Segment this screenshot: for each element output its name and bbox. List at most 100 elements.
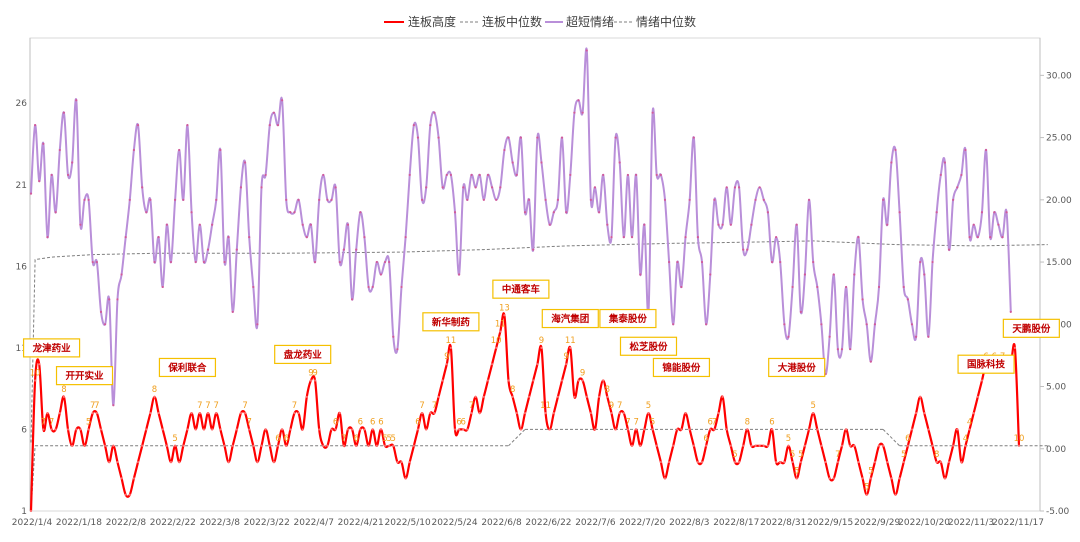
sentiment-point bbox=[178, 148, 181, 152]
sentiment-point bbox=[832, 273, 835, 276]
height-data-label: 7 bbox=[242, 401, 247, 411]
sentiment-point bbox=[643, 223, 646, 226]
annotation-box bbox=[652, 357, 711, 378]
annotation-box bbox=[768, 357, 826, 378]
sentiment-point bbox=[865, 323, 868, 326]
sentiment-point bbox=[877, 285, 881, 289]
sentiment-point bbox=[1001, 236, 1004, 239]
sentiment-point bbox=[449, 173, 452, 177]
sentiment-point bbox=[305, 236, 308, 239]
x-tick-label: 2022/11/3 bbox=[948, 518, 994, 528]
height-point bbox=[38, 363, 41, 366]
sentiment-point bbox=[71, 161, 74, 164]
annotation-box bbox=[492, 279, 550, 299]
sentiment-point bbox=[816, 285, 819, 289]
height-point bbox=[725, 428, 728, 431]
sentiment-point bbox=[762, 198, 765, 201]
sentiment-point bbox=[396, 348, 399, 351]
height-point bbox=[342, 444, 345, 447]
height-point bbox=[408, 460, 411, 464]
sentiment-point bbox=[153, 260, 156, 264]
sentiment-point bbox=[569, 173, 572, 177]
sentiment-point bbox=[807, 198, 811, 201]
sentiment-point bbox=[943, 161, 947, 164]
height-point bbox=[746, 428, 749, 431]
annotation-callout: 盘龙药业 bbox=[274, 344, 332, 365]
sentiment-line bbox=[30, 47, 1012, 407]
sentiment-point bbox=[157, 236, 160, 239]
height-data-label: 6 bbox=[905, 434, 910, 444]
height-point bbox=[157, 412, 160, 415]
height-point bbox=[104, 444, 107, 447]
height-point bbox=[318, 428, 321, 431]
height-data-label: 5 bbox=[794, 466, 799, 476]
sentiment-point bbox=[351, 298, 354, 301]
sentiment-point bbox=[173, 198, 177, 201]
height-point bbox=[960, 460, 963, 464]
sentiment-point bbox=[145, 211, 148, 214]
sentiment-point bbox=[66, 173, 70, 177]
sentiment-point bbox=[276, 124, 280, 127]
height-data-label: 4 bbox=[963, 434, 968, 444]
height-data-label: 5 bbox=[864, 483, 869, 493]
sentiment-point bbox=[614, 136, 617, 139]
height-point bbox=[618, 412, 621, 415]
annotation-box bbox=[22, 338, 81, 358]
sentiment-point bbox=[845, 285, 848, 289]
height-point bbox=[807, 428, 811, 431]
annotation-callout: 天鹏股份 bbox=[1002, 318, 1060, 338]
sentiment-point bbox=[783, 323, 786, 326]
height-data-label: 10 bbox=[1026, 0, 1037, 3]
height-point bbox=[223, 444, 226, 447]
height-data-label: 9 bbox=[539, 336, 544, 346]
height-point bbox=[770, 428, 774, 431]
sentiment-point bbox=[367, 285, 370, 289]
height-point bbox=[281, 428, 284, 431]
height-point bbox=[606, 395, 609, 398]
height-point bbox=[507, 379, 510, 382]
sentiment-point bbox=[894, 148, 897, 152]
height-data-label: 7 bbox=[625, 417, 630, 427]
sentiment-point bbox=[503, 148, 506, 152]
height-point bbox=[696, 460, 700, 464]
height-data-label: 5 bbox=[391, 434, 396, 444]
sentiment-point bbox=[787, 335, 790, 338]
height-point bbox=[297, 412, 300, 415]
height-point bbox=[458, 428, 461, 431]
x-tick-label: 2022/5/10 bbox=[385, 518, 431, 528]
annotation-callout: 中通客车 bbox=[492, 279, 550, 299]
annotation-callout: 国脉科技 bbox=[957, 354, 1015, 374]
sentiment-point bbox=[556, 198, 560, 201]
sentiment-point bbox=[404, 236, 407, 239]
sentiment-point bbox=[795, 223, 798, 226]
height-point bbox=[528, 395, 531, 398]
sentiment-point bbox=[651, 111, 654, 114]
sentiment-point bbox=[836, 348, 839, 351]
sentiment-point bbox=[820, 323, 823, 326]
sentiment-point bbox=[980, 211, 984, 214]
sentiment-point bbox=[746, 248, 749, 251]
sentiment-point bbox=[87, 198, 90, 201]
sentiment-point bbox=[231, 310, 234, 313]
sentiment-point bbox=[927, 335, 930, 338]
x-tick-label: 2022/3/22 bbox=[244, 518, 290, 528]
sentiment-point bbox=[696, 236, 700, 239]
height-point bbox=[980, 379, 984, 382]
height-point bbox=[182, 444, 185, 447]
sentiment-point bbox=[639, 273, 642, 276]
height-data-label: 6 bbox=[284, 434, 289, 444]
height-point bbox=[145, 428, 148, 431]
annotation-callout: 保利联合 bbox=[158, 357, 217, 378]
sentiment-point bbox=[437, 136, 440, 139]
height-data-label: 7 bbox=[205, 401, 210, 411]
legend-label-sentiment: 超短情绪 bbox=[566, 14, 614, 29]
sentiment-point bbox=[141, 186, 144, 189]
height-data-label: 5 bbox=[901, 450, 906, 460]
height-point bbox=[556, 395, 560, 398]
height-point bbox=[647, 412, 650, 415]
height-point bbox=[124, 493, 127, 496]
height-point bbox=[108, 460, 111, 464]
height-point bbox=[540, 346, 543, 349]
height-point bbox=[569, 346, 572, 349]
